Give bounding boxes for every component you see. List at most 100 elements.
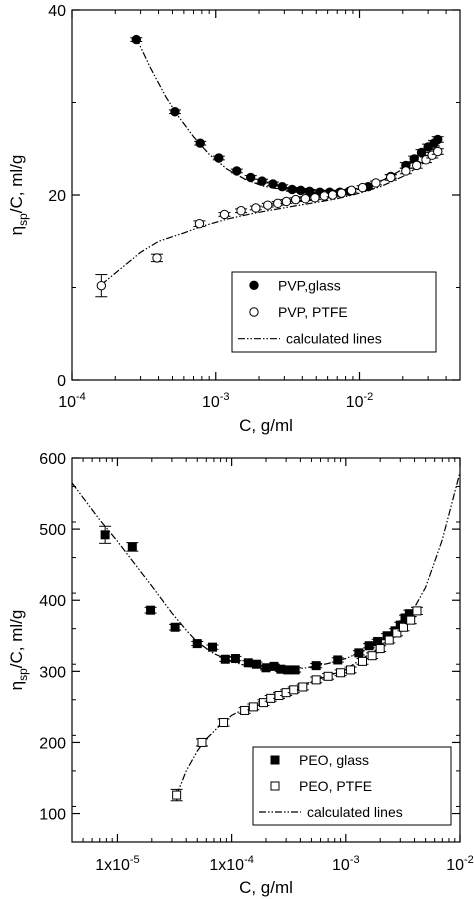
data-point (248, 702, 258, 712)
calculated-line (135, 37, 439, 193)
y-axis-label: ηsp/C, ml/g (7, 155, 30, 236)
x-tick-label: 10-2 (446, 854, 474, 874)
legend-marker (270, 781, 280, 791)
data-point (251, 659, 261, 669)
legend-marker (249, 280, 259, 291)
data-point (219, 718, 229, 728)
data-point (96, 280, 107, 291)
calculated-line (100, 151, 439, 286)
data-point (433, 146, 443, 157)
data-point (392, 628, 402, 638)
data-point (296, 185, 306, 196)
legend-label: PVP,glass (278, 277, 341, 293)
data-point (298, 682, 308, 692)
data-point (310, 193, 320, 203)
data-point (311, 661, 321, 671)
data-point (230, 654, 240, 664)
legend-label: PVP, PTFE (278, 304, 348, 320)
data-point (261, 663, 271, 673)
y-tick-label: 0 (57, 373, 66, 390)
data-point (146, 605, 156, 615)
y-tick-label: 500 (39, 522, 66, 539)
data-point (100, 530, 110, 540)
data-point (289, 685, 299, 695)
data-point (268, 179, 278, 189)
y-tick-label: 200 (39, 735, 66, 752)
y-tick-label: 20 (48, 188, 66, 205)
data-point (300, 194, 311, 204)
x-tick-label: 1x10-4 (209, 854, 253, 874)
calculated-line (71, 472, 461, 671)
data-point (251, 203, 261, 213)
data-point (401, 166, 411, 176)
data-point (195, 138, 205, 148)
pvp-chart: 10-4 10-3 10-2 0 20 40 C, g/ml ηsp/C, ml/g PVP,g… (7, 3, 461, 435)
x-tick-label: 10-2 (346, 391, 374, 411)
data-point (406, 615, 416, 625)
y-tick-label: 100 (39, 807, 66, 824)
legend-box (252, 746, 452, 826)
data-point (283, 665, 293, 675)
data-point (263, 200, 273, 210)
y-tick-label: 600 (39, 451, 66, 468)
data-point (170, 107, 180, 117)
data-point (127, 542, 137, 552)
data-point (197, 737, 207, 747)
data-point (281, 196, 292, 207)
data-point (311, 675, 321, 685)
y-tick-label: 40 (48, 3, 66, 20)
data-point (192, 639, 202, 649)
x-tick-label: 1x10-5 (95, 854, 139, 874)
x-axis-label: C, g/ml (239, 416, 293, 435)
data-point (386, 172, 396, 183)
legend-label: PEO, glass (299, 752, 369, 768)
data-point (170, 622, 180, 632)
legend-box (231, 271, 437, 353)
data-point (412, 606, 422, 616)
data-point (412, 160, 422, 171)
x-tick-label: 10-4 (58, 391, 86, 411)
data-point (214, 153, 224, 163)
data-point (290, 665, 300, 675)
peo-chart: 1x10-5 1x10-4 10-3 10-2 100 200 300 400 500 600 C,… (7, 451, 474, 897)
legend-marker (249, 307, 259, 317)
data-point (194, 218, 205, 229)
data-point (346, 665, 356, 675)
data-point (323, 671, 333, 681)
data-point (398, 622, 408, 632)
data-point (357, 182, 368, 193)
data-point (245, 172, 256, 183)
y-tick-label: 400 (39, 593, 66, 610)
data-point (433, 134, 443, 145)
legend-label: calculated lines (286, 331, 382, 347)
data-point (220, 654, 230, 664)
x-tick-label: 10-3 (202, 391, 230, 411)
data-point (354, 648, 364, 658)
data-point (131, 34, 141, 45)
data-point (371, 178, 381, 188)
y-axis-label: ηsp/C, ml/g (7, 610, 30, 691)
data-point (152, 253, 162, 263)
data-point (336, 668, 346, 678)
data-point (219, 209, 230, 220)
data-point (357, 656, 367, 666)
data-point (336, 188, 347, 198)
x-tick-label: 10-3 (332, 854, 360, 874)
data-point (208, 642, 218, 652)
data-point (172, 790, 182, 800)
data-point (291, 194, 301, 205)
data-point (257, 176, 267, 186)
x-axis-label: C, g/ml (239, 878, 293, 897)
legend-marker (270, 755, 280, 765)
data-point (364, 641, 374, 651)
data-point (243, 658, 253, 668)
data-point (333, 655, 343, 665)
data-point (240, 705, 250, 715)
y-tick-label: 300 (39, 664, 66, 681)
data-point (277, 181, 287, 192)
data-point (236, 206, 246, 216)
legend-label: calculated lines (307, 804, 403, 820)
legend-label: PEO, PTFE (299, 778, 372, 794)
data-point (346, 185, 357, 196)
